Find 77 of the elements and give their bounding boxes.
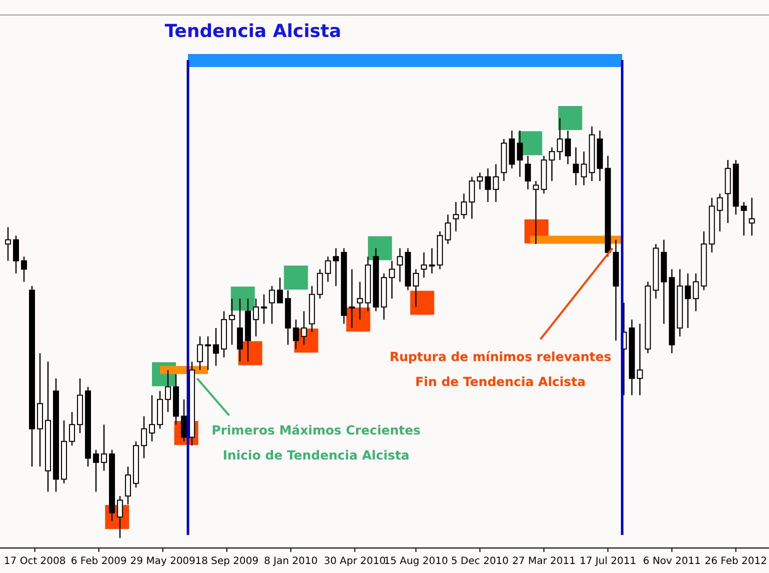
candlestick: [180, 398, 187, 442]
candlestick: [292, 319, 299, 350]
candlestick: [348, 268, 355, 329]
candlestick: [140, 416, 147, 459]
candlestick: [548, 146, 555, 182]
candlestick: [324, 256, 331, 282]
x-tick-label: 27 Mar 2011: [512, 556, 576, 567]
candlestick: [100, 424, 107, 472]
annotation: Primeros Máximos Crecientes: [212, 422, 421, 438]
candlestick: [316, 268, 323, 300]
candlestick: [12, 235, 19, 274]
candlestick: [124, 466, 131, 505]
candlestick: [484, 168, 491, 203]
x-tick-label: 8 Jan 2010: [264, 556, 318, 567]
x-tick-label: 6 Nov 2011: [643, 556, 701, 567]
candlestick: [636, 323, 643, 396]
x-tick-label: 6 Feb 2009: [70, 556, 127, 567]
candlestick: [148, 394, 155, 442]
candlestick: [236, 298, 243, 362]
x-tick-label: 18 Sep 2009: [195, 556, 259, 567]
candlestick: [748, 197, 755, 236]
candlestick: [692, 272, 699, 312]
point: [284, 266, 308, 290]
candlestick: [396, 248, 403, 282]
candlestick: [428, 248, 435, 274]
candlestick: [572, 146, 579, 186]
candlestick: [580, 151, 587, 186]
x-tick-label: 29 May 2009: [130, 556, 196, 567]
candlestick: [388, 260, 395, 300]
candlestick: [332, 248, 339, 287]
candlestick: [476, 172, 483, 190]
x-tick-label: 17 Jul 2011: [580, 556, 636, 567]
candlestick: [492, 164, 499, 203]
candlestick: [252, 298, 259, 337]
x-tick-label: 26 Feb 2012: [704, 556, 767, 567]
candlestick: [196, 336, 203, 371]
candlestick: [5, 226, 11, 262]
candlestick: [740, 201, 747, 236]
candlestick: [300, 310, 307, 346]
candlestick: [564, 130, 571, 165]
candlestick: [444, 214, 451, 245]
candlestick: [532, 180, 539, 245]
candlestick: [460, 193, 467, 220]
x-tick-label: 5 Dec 2010: [451, 556, 509, 567]
candlestick: [260, 294, 267, 324]
candlestick: [68, 411, 75, 446]
candlestick: [468, 176, 475, 220]
candlestick: [20, 256, 27, 282]
candlestick: [164, 369, 171, 413]
annotation: Ruptura de mínimos relevantes: [390, 349, 612, 364]
candlestick: [412, 268, 419, 308]
candlestick: [452, 201, 459, 232]
candlestick: [556, 117, 563, 161]
point: [558, 106, 582, 130]
chart-title: Tendencia Alcista: [164, 21, 342, 42]
candlestick: [516, 130, 523, 178]
annotation: Inicio de Tendencia Alcista: [222, 447, 410, 462]
candlestick: [228, 298, 235, 346]
candlestick: [684, 272, 691, 329]
x-tick-label: 15 Aug 2010: [384, 556, 448, 567]
x-tick-label: 17 Oct 2008: [4, 556, 66, 567]
candlestick: [116, 495, 123, 539]
candlestick: [204, 336, 211, 371]
point: [346, 308, 370, 332]
point: [368, 236, 392, 260]
candlestick: [356, 281, 363, 320]
candlestick: [420, 252, 427, 278]
point: [230, 286, 255, 311]
x-tick-label: 30 Apr 2010: [324, 556, 386, 567]
candlestick: [524, 155, 531, 190]
candlestick: [212, 327, 219, 366]
point: [410, 290, 434, 315]
candlestick: [268, 285, 275, 324]
annotation: Fin de Tendencia Alcista: [415, 374, 586, 390]
candlestick: [716, 193, 723, 232]
candlestick: [276, 277, 283, 304]
candlestick: [92, 449, 99, 492]
